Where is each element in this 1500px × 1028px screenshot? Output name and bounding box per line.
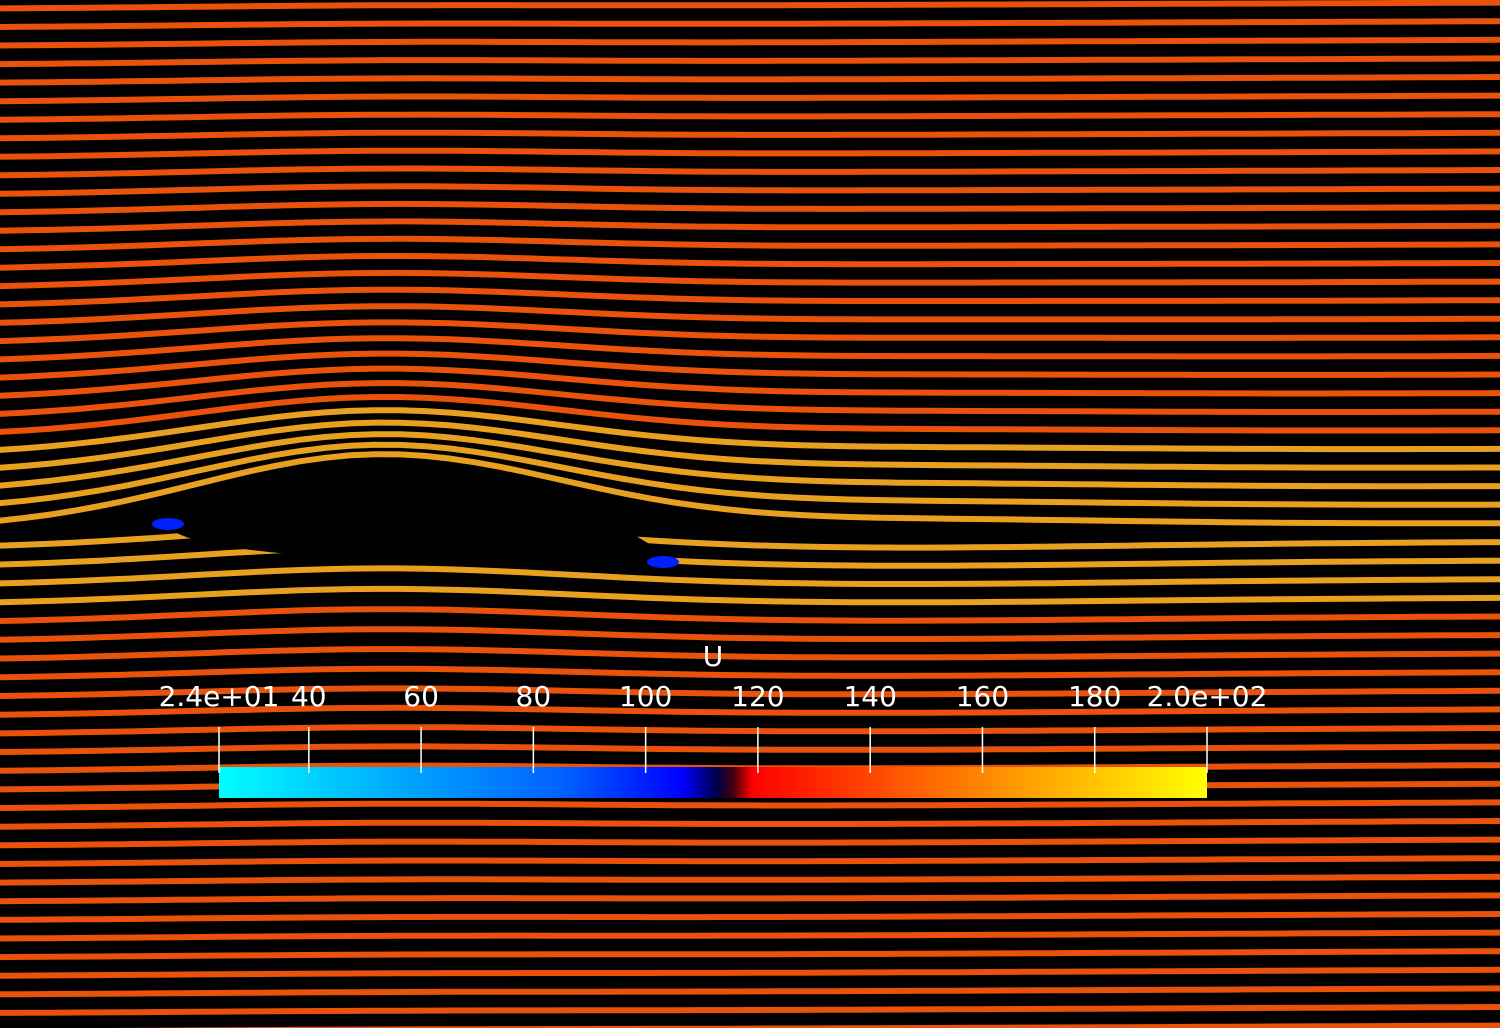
airfoil-body: [165, 480, 670, 565]
scalar-bar-tick-label: 160: [955, 680, 1010, 713]
streamline: [0, 743, 1500, 755]
scalar-bar-ticks: [218, 727, 1208, 773]
streamline: [0, 36, 1500, 49]
streamline: [0, 685, 1500, 699]
streamline: [0, 335, 1500, 363]
streamline: [0, 183, 1500, 197]
streamline: [0, 253, 1500, 271]
streamline: [0, 74, 1500, 86]
streamline: [0, 929, 1500, 942]
streamline: [0, 394, 1500, 435]
scalar-bar-tick-label: 60: [403, 680, 439, 713]
streamline: [0, 948, 1500, 961]
streamline: [0, 431, 1500, 490]
streamline: [0, 165, 1500, 179]
streamline: [0, 985, 1500, 998]
scalar-bar-tick-label: 2.0e+02: [1146, 680, 1268, 713]
streamline: [0, 0, 1500, 12]
streamline: [0, 565, 1500, 587]
streamline: [0, 319, 1500, 345]
streamline: [0, 111, 1500, 123]
streamline: [0, 724, 1500, 737]
scalar-bar-tick-label: 2.4e+01: [158, 680, 280, 713]
streamline: [0, 218, 1500, 234]
streamline: [0, 646, 1500, 662]
streamline: [0, 665, 1500, 681]
streamline: [0, 1004, 1500, 1016]
streamline: [0, 911, 1500, 923]
streamline: [99, 1022, 1500, 1028]
scalar-bar-tick-label: 40: [290, 680, 327, 713]
streamline: [0, 269, 1500, 290]
streamline: [0, 147, 1500, 160]
streamline: [0, 799, 1500, 811]
streamline: [0, 441, 1500, 508]
streamline: [0, 966, 1500, 979]
streamline: [0, 626, 1500, 643]
stagnation-point: [152, 518, 184, 530]
streamline: [0, 544, 1500, 569]
streamline: [0, 303, 1500, 326]
streamline: [0, 92, 1500, 105]
stagnation-points: [152, 518, 679, 568]
streamline: [0, 407, 1500, 453]
streamline: [0, 818, 1500, 830]
scalar-bar-gradient: [219, 767, 1207, 798]
streamline: [0, 419, 1500, 471]
streamline: [0, 380, 1500, 417]
stagnation-point: [647, 556, 679, 568]
streamline: [0, 350, 1500, 381]
streamline: [0, 585, 1500, 606]
streamline: [0, 704, 1500, 718]
streamline: [0, 855, 1500, 867]
streamline: [0, 129, 1500, 142]
streamline: [0, 836, 1500, 849]
streamline: [0, 873, 1500, 886]
streamline: [0, 18, 1500, 30]
streamline: [0, 55, 1500, 68]
scalar-bar-tick-label: 100: [618, 680, 673, 713]
scalar-bar-tick-label: 80: [515, 680, 552, 713]
streamline: [0, 365, 1500, 399]
scalar-bar-tick-label: 180: [1067, 680, 1122, 713]
scalar-bar: [218, 727, 1208, 798]
streamline: [0, 606, 1500, 624]
scalar-bar-title: U: [702, 640, 724, 673]
streamline: [0, 235, 1500, 253]
streamline: [0, 892, 1500, 905]
scalar-bar-tick-label: 140: [843, 680, 897, 713]
streamline: [0, 451, 1500, 527]
streamline: [0, 286, 1500, 308]
scalar-bar-tick-label: 120: [731, 680, 785, 713]
streamline: [0, 200, 1500, 216]
